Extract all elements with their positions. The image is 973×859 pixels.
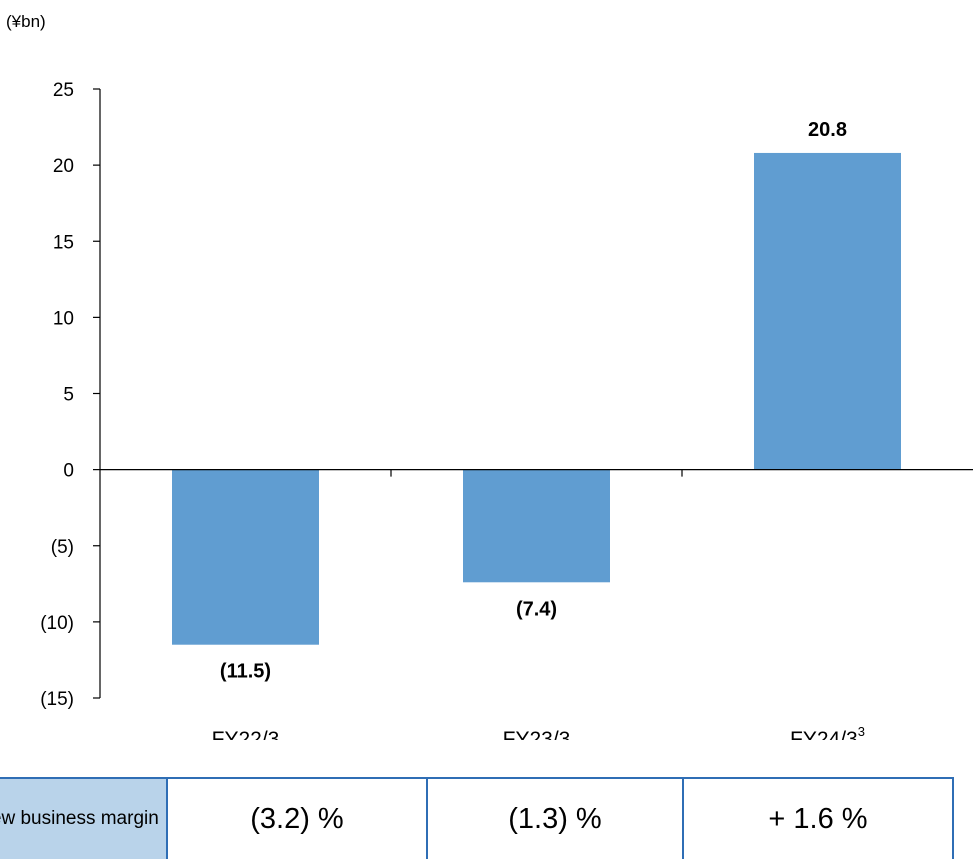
y-tick-label: 5 — [63, 385, 74, 406]
y-tick-label: 0 — [63, 461, 74, 482]
bar — [172, 469, 319, 645]
y-tick-label: (15) — [40, 689, 74, 710]
category-label: FY22/3 — [212, 728, 280, 740]
metrics-table: New business margin (3.2) % (1.3) % + 1.… — [0, 777, 954, 859]
y-tick-label: (5) — [51, 537, 74, 558]
footnote-superscript: 3 — [858, 724, 865, 739]
bar-chart: 25 20 15 10 5 0 (5) (10) (15) (11.5) FY22/3 (7.4) FY… — [40, 80, 973, 740]
category-label: FY24/33 — [790, 724, 865, 740]
y-tick-label: 15 — [53, 232, 74, 253]
metric-value-fy22: (3.2) % — [168, 779, 428, 859]
data-label: (7.4) — [516, 598, 557, 620]
y-tick-label: 20 — [53, 156, 74, 177]
category-label: FY23/3 — [503, 728, 571, 740]
metric-value-fy24: + 1.6 % — [684, 779, 954, 859]
y-tick-label: 10 — [53, 308, 74, 329]
y-tick-label: (10) — [40, 613, 74, 634]
metric-value-fy23: (1.3) % — [428, 779, 684, 859]
data-label: (11.5) — [220, 661, 271, 683]
data-label: 20.8 — [808, 119, 847, 141]
y-tick-label: 25 — [53, 80, 74, 101]
unit-label: (¥bn) — [6, 12, 46, 31]
bar — [463, 469, 610, 583]
bar — [754, 152, 901, 470]
metrics-header: New business margin — [0, 779, 168, 859]
